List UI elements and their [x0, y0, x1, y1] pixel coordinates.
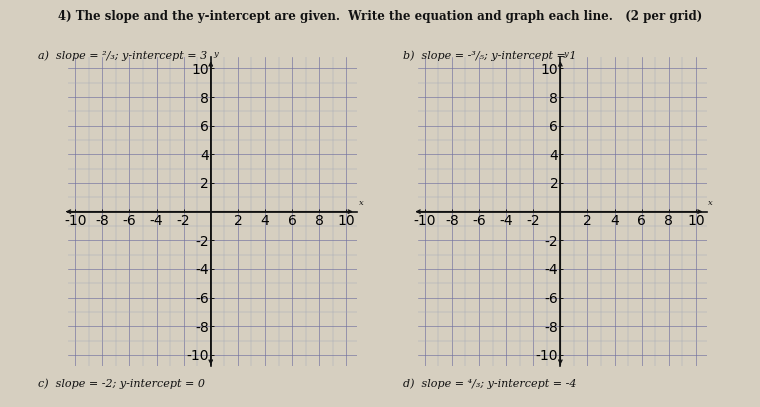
- Text: x: x: [359, 199, 363, 207]
- Text: b)  slope = -³/₅; y-intercept = 1: b) slope = -³/₅; y-intercept = 1: [403, 51, 576, 61]
- Text: a)  slope = ²/₃; y-intercept = 3: a) slope = ²/₃; y-intercept = 3: [38, 51, 207, 61]
- Text: d)  slope = ⁴/₃; y-intercept = -4: d) slope = ⁴/₃; y-intercept = -4: [403, 378, 576, 389]
- Text: 4) The slope and the y-intercept are given.  Write the equation and graph each l: 4) The slope and the y-intercept are giv…: [58, 10, 702, 23]
- Text: c)  slope = -2; y-intercept = 0: c) slope = -2; y-intercept = 0: [38, 378, 205, 389]
- Text: y: y: [563, 50, 568, 59]
- Text: x: x: [708, 199, 713, 207]
- Text: y: y: [214, 50, 218, 59]
